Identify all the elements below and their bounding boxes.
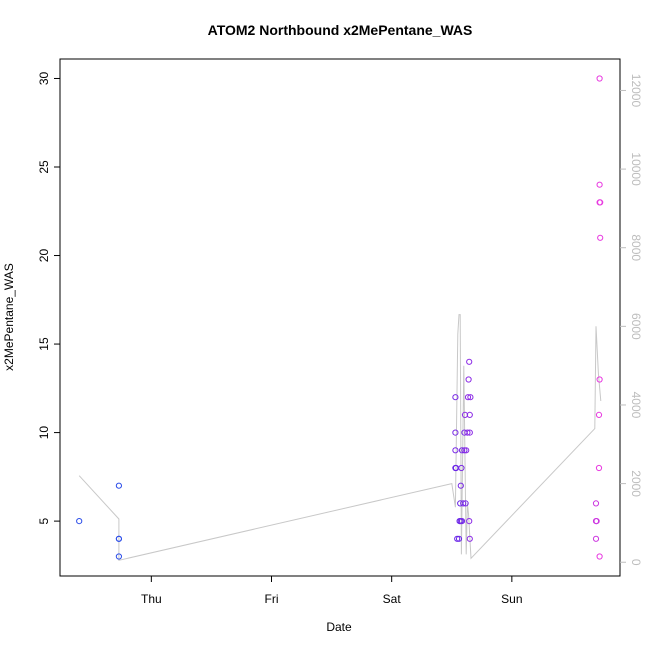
data-point	[466, 535, 473, 542]
secondary-line-layer	[78, 314, 602, 561]
x-tick-label: Fri	[265, 592, 279, 606]
x-tick-label: Sat	[383, 592, 402, 606]
chart-title: ATOM2 Northbound x2MePentane_WAS	[208, 22, 473, 38]
secondary-series-line	[78, 314, 602, 561]
data-point	[452, 447, 459, 454]
data-point	[457, 482, 464, 489]
data-point	[466, 358, 473, 365]
data-point	[460, 500, 467, 507]
y-axis: 5 10 15 20 25 30	[37, 71, 60, 524]
y2-tick-label: 4000	[629, 392, 643, 419]
data-point	[466, 518, 473, 525]
data-point	[115, 535, 123, 542]
data-point	[115, 482, 123, 489]
data-point	[593, 518, 600, 525]
data-point	[592, 535, 600, 542]
data-point	[115, 553, 123, 560]
x-axis-label: Date	[326, 620, 352, 634]
data-point	[76, 518, 83, 525]
x-tick-label: Sun	[501, 592, 522, 606]
data-point	[452, 429, 459, 436]
data-point	[465, 376, 472, 383]
data-point	[464, 429, 471, 436]
y-tick-label: 30	[37, 71, 51, 85]
y2-tick-label: 12000	[629, 74, 643, 108]
data-point	[458, 518, 466, 525]
data-point	[592, 500, 600, 507]
data-point	[455, 535, 463, 542]
data-point	[462, 500, 469, 507]
y-tick-label: 20	[37, 249, 51, 263]
y2-tick-label: 8000	[629, 234, 643, 261]
plot-frame	[59, 58, 621, 577]
data-point	[458, 447, 466, 454]
data-point	[595, 464, 603, 472]
data-point	[458, 464, 465, 472]
data-point	[596, 376, 603, 383]
y-tick-label: 5	[37, 517, 51, 524]
data-point	[467, 394, 474, 401]
y-tick-label: 25	[37, 160, 51, 174]
data-point	[464, 394, 472, 401]
x-tick-label: Thu	[141, 592, 162, 606]
data-point	[596, 199, 603, 206]
data-point	[466, 411, 473, 418]
data-point	[452, 394, 459, 401]
data-point	[461, 447, 468, 454]
y-axis-label: x2MePentane_WAS	[2, 263, 16, 371]
data-point	[596, 553, 603, 560]
y2-tick-label: 10000	[629, 152, 643, 186]
y-tick-label: 15	[37, 337, 51, 351]
data-point	[595, 411, 603, 418]
x-axis: Thu Fri Sat Sun	[141, 576, 523, 606]
y2-tick-label: 6000	[629, 313, 643, 340]
y-tick-label: 10	[37, 426, 51, 440]
data-point	[454, 535, 461, 542]
points-layer	[76, 75, 604, 560]
y2-tick-label: 0	[629, 559, 643, 566]
y2-tick-label: 2000	[629, 470, 643, 497]
y2-axis: 0 2000 4000 6000 8000 10000 12000	[620, 74, 643, 566]
data-point	[596, 181, 603, 188]
data-point	[597, 234, 604, 241]
data-point	[466, 429, 473, 436]
data-point	[463, 447, 470, 454]
data-point	[596, 75, 603, 82]
